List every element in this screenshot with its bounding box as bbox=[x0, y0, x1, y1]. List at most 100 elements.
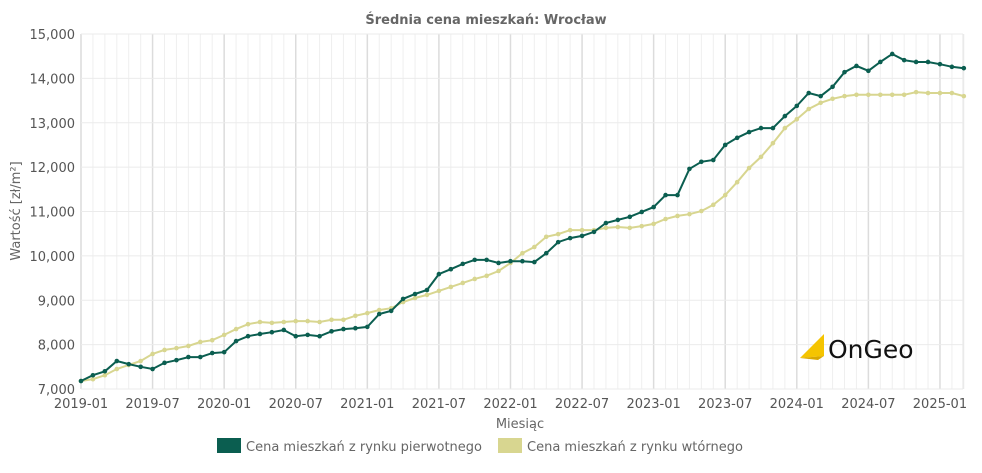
data-point-1 bbox=[233, 326, 239, 332]
data-point-1 bbox=[221, 332, 227, 338]
legend-label-secondary: Cena mieszkań z rynku wtórnego bbox=[527, 440, 743, 455]
logo-arrow-shadow bbox=[800, 356, 824, 360]
data-point-1 bbox=[114, 366, 120, 372]
data-point-0 bbox=[174, 357, 179, 363]
data-point-0 bbox=[627, 214, 633, 220]
data-point-0 bbox=[305, 332, 310, 338]
x-tick-label: 2020-07 bbox=[269, 397, 323, 412]
ongeo-logo: OnGeo bbox=[800, 334, 914, 364]
data-point-0 bbox=[543, 250, 549, 256]
data-point-0 bbox=[699, 159, 704, 165]
data-point-1 bbox=[376, 307, 382, 313]
data-point-0 bbox=[555, 239, 561, 245]
data-point-1 bbox=[615, 224, 621, 230]
data-point-0 bbox=[269, 329, 275, 335]
data-point-1 bbox=[245, 321, 251, 327]
data-point-0 bbox=[376, 311, 382, 317]
data-point-0 bbox=[806, 90, 812, 96]
data-point-0 bbox=[233, 338, 239, 344]
data-point-0 bbox=[102, 368, 108, 374]
data-point-1 bbox=[317, 319, 322, 325]
y-tick-label: 9,000 bbox=[38, 294, 75, 309]
data-point-0 bbox=[460, 261, 466, 267]
data-point-0 bbox=[675, 192, 680, 198]
data-point-0 bbox=[591, 229, 597, 235]
data-point-1 bbox=[663, 216, 668, 222]
data-point-0 bbox=[842, 69, 847, 75]
data-point-1 bbox=[436, 288, 442, 294]
y-tick-label: 12,000 bbox=[30, 161, 76, 176]
y-tick-label: 13,000 bbox=[30, 117, 76, 132]
data-point-0 bbox=[878, 59, 883, 65]
x-tick-label: 2019-07 bbox=[125, 397, 179, 412]
data-point-0 bbox=[209, 350, 215, 356]
data-point-1 bbox=[484, 273, 489, 279]
data-point-1 bbox=[555, 231, 561, 237]
data-point-1 bbox=[543, 234, 549, 240]
data-point-1 bbox=[722, 192, 728, 198]
data-point-1 bbox=[758, 154, 764, 160]
data-point-1 bbox=[842, 93, 847, 99]
x-tick-label: 2022-07 bbox=[555, 397, 609, 412]
data-point-0 bbox=[448, 266, 454, 272]
data-point-1 bbox=[532, 244, 537, 250]
data-point-1 bbox=[925, 90, 931, 96]
data-point-1 bbox=[639, 223, 645, 229]
legend-swatch-primary bbox=[217, 438, 241, 453]
y-axis-label: Wartość [zł/m²] bbox=[9, 161, 24, 260]
data-point-1 bbox=[854, 92, 859, 98]
legend: Cena mieszkań z rynku pierwotnego Cena m… bbox=[217, 438, 743, 455]
data-point-0 bbox=[90, 372, 96, 378]
data-point-1 bbox=[329, 317, 334, 323]
data-point-0 bbox=[400, 296, 406, 302]
y-tick-label: 8,000 bbox=[38, 339, 75, 354]
x-tick-label: 2025-01 bbox=[913, 397, 967, 412]
data-point-1 bbox=[818, 100, 823, 106]
y-tick-label: 15,000 bbox=[30, 28, 76, 43]
x-tick-label: 2023-01 bbox=[626, 397, 680, 412]
data-point-1 bbox=[281, 319, 287, 325]
data-point-0 bbox=[162, 360, 167, 366]
data-point-1 bbox=[293, 318, 299, 324]
x-axis-label: Miesiąc bbox=[496, 417, 544, 432]
data-point-1 bbox=[150, 351, 155, 357]
data-point-1 bbox=[424, 292, 430, 298]
data-point-1 bbox=[257, 319, 263, 325]
data-point-0 bbox=[830, 84, 835, 90]
data-point-1 bbox=[830, 96, 835, 102]
data-point-0 bbox=[484, 257, 489, 263]
x-tick-label: 2024-07 bbox=[841, 397, 895, 412]
data-point-1 bbox=[878, 92, 883, 98]
data-point-1 bbox=[866, 92, 871, 98]
data-point-1 bbox=[806, 106, 812, 112]
data-point-0 bbox=[746, 129, 752, 135]
data-point-0 bbox=[710, 157, 716, 163]
data-point-0 bbox=[925, 59, 931, 65]
data-point-0 bbox=[245, 333, 251, 339]
data-point-1 bbox=[209, 337, 215, 343]
data-point-0 bbox=[365, 324, 370, 330]
data-point-1 bbox=[198, 339, 203, 345]
data-point-0 bbox=[663, 192, 668, 198]
x-tick-label: 2023-07 bbox=[698, 397, 752, 412]
x-tick-label: 2020-01 bbox=[197, 397, 251, 412]
data-point-1 bbox=[603, 225, 609, 231]
data-point-0 bbox=[281, 327, 287, 333]
data-point-1 bbox=[949, 90, 955, 96]
data-point-0 bbox=[520, 258, 525, 264]
chart-title: Średnia cena mieszkań: Wrocław bbox=[365, 12, 606, 28]
data-point-0 bbox=[293, 333, 299, 339]
data-point-0 bbox=[734, 135, 740, 141]
series-group bbox=[78, 51, 967, 384]
data-point-1 bbox=[913, 89, 919, 95]
data-point-0 bbox=[782, 113, 788, 119]
data-point-1 bbox=[782, 125, 788, 131]
data-point-1 bbox=[961, 93, 967, 99]
legend-item-primary[interactable]: Cena mieszkań z rynku pierwotnego bbox=[217, 438, 482, 455]
data-point-0 bbox=[949, 64, 955, 70]
legend-item-secondary[interactable]: Cena mieszkań z rynku wtórnego bbox=[498, 438, 743, 455]
data-point-1 bbox=[341, 317, 346, 323]
data-point-0 bbox=[257, 331, 263, 337]
data-point-0 bbox=[496, 260, 501, 266]
